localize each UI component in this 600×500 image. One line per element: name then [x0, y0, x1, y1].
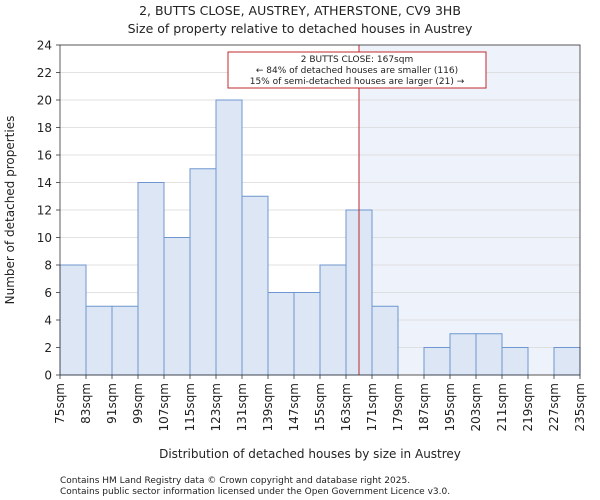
x-tick-label: 211sqm: [495, 383, 509, 431]
annotation-line1: 2 BUTTS CLOSE: 167sqm: [301, 55, 413, 65]
annotation-line3: 15% of semi-detached houses are larger (…: [250, 77, 465, 87]
x-tick-label: 99sqm: [131, 383, 145, 424]
x-tick-label: 131sqm: [235, 383, 249, 431]
bar: [553, 347, 581, 376]
x-tick-label: 219sqm: [521, 383, 535, 431]
y-tick-label: 20: [37, 94, 52, 108]
x-tick-label: 187sqm: [417, 383, 431, 431]
y-tick-label: 14: [37, 176, 52, 190]
bar: [59, 264, 87, 376]
x-tick-label: 91sqm: [105, 383, 119, 424]
bar: [423, 347, 451, 376]
y-tick-label: 18: [37, 121, 52, 135]
footer-line2: Contains public sector information licen…: [60, 487, 450, 497]
x-tick-label: 227sqm: [547, 383, 561, 431]
x-tick-label: 123sqm: [209, 383, 223, 431]
bar: [85, 305, 113, 376]
x-tick-label: 163sqm: [339, 383, 353, 431]
y-tick-label: 12: [37, 204, 52, 218]
bars: [59, 99, 581, 376]
chart-title-line1: 2, BUTTS CLOSE, AUSTREY, ATHERSTONE, CV9…: [139, 3, 461, 18]
x-axis-label: Distribution of detached houses by size …: [159, 447, 461, 461]
bar: [267, 292, 295, 376]
x-tick-label: 195sqm: [443, 383, 457, 431]
x-tick-label: 235sqm: [573, 383, 587, 431]
x-tick-label: 171sqm: [365, 383, 379, 431]
chart-title-line2: Size of property relative to detached ho…: [128, 21, 473, 36]
x-tick-label: 75sqm: [53, 383, 67, 424]
bar: [371, 305, 399, 376]
annotation-box: 2 BUTTS CLOSE: 167sqm ← 84% of detached …: [227, 51, 487, 89]
y-tick-label: 0: [44, 369, 52, 383]
y-tick-label: 10: [37, 231, 52, 245]
footer-line1: Contains HM Land Registry data © Crown c…: [60, 476, 410, 486]
bar: [241, 195, 269, 376]
y-tick-label: 22: [37, 66, 52, 80]
bar: [215, 99, 243, 376]
annotation-line2: ← 84% of detached houses are smaller (11…: [256, 66, 458, 76]
bar: [501, 347, 529, 376]
x-tick-label: 139sqm: [261, 383, 275, 431]
y-tick-label: 16: [37, 149, 52, 163]
y-tick-label: 4: [44, 314, 52, 328]
bar: [293, 292, 321, 376]
y-axis-label: Number of detached properties: [3, 116, 17, 305]
x-axis-ticks: 75sqm 83sqm 91sqm 99sqm 107sqm 115sqm 123sqm 13…: [53, 375, 587, 431]
y-tick-label: 2: [44, 341, 52, 355]
x-tick-label: 83sqm: [79, 383, 93, 424]
y-tick-label: 8: [44, 259, 52, 273]
x-tick-label: 203sqm: [469, 383, 483, 431]
x-tick-label: 147sqm: [287, 383, 301, 431]
bar: [449, 333, 477, 376]
bar: [111, 305, 139, 376]
y-tick-label: 24: [37, 39, 52, 53]
bar: [319, 264, 347, 376]
bar: [163, 237, 191, 376]
x-tick-label: 179sqm: [391, 383, 405, 431]
y-tick-label: 6: [44, 286, 52, 300]
bar: [475, 333, 503, 376]
x-tick-label: 107sqm: [157, 383, 171, 431]
bar: [189, 168, 217, 376]
x-tick-label: 115sqm: [183, 383, 197, 431]
bar: [137, 182, 165, 376]
x-tick-label: 155sqm: [313, 383, 327, 431]
